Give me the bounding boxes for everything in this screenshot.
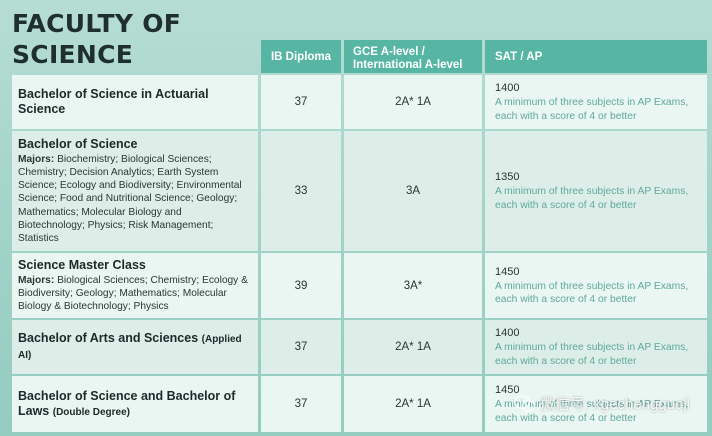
table-row-programme: Bachelor of Science in Actuarial Science bbox=[12, 75, 258, 129]
title-line-2: SCIENCE bbox=[12, 40, 134, 69]
programme-name: Bachelor of Science in Actuarial Science bbox=[18, 87, 209, 116]
sat-ap-requirement: 1450 A minimum of three subjects in AP E… bbox=[485, 253, 707, 318]
majors-label: Majors: bbox=[18, 274, 55, 286]
admission-table: IB Diploma GCE A-level / International A… bbox=[12, 40, 707, 432]
table-row-programme: Bachelor of Science and Bachelor of Laws… bbox=[12, 376, 258, 432]
ap-note: A minimum of three subjects in AP Exams,… bbox=[495, 97, 689, 122]
ap-note: A minimum of three subjects in AP Exams,… bbox=[495, 399, 689, 424]
programme-suffix: (Applied AI) bbox=[18, 334, 242, 361]
programme-name: Science Master Class bbox=[18, 257, 146, 272]
gce-requirement: 2A* 1A bbox=[344, 320, 482, 374]
header-sat-ap: SAT / AP bbox=[485, 40, 707, 73]
header-ib-diploma: IB Diploma bbox=[261, 40, 341, 73]
wechat-icon bbox=[513, 394, 536, 413]
sat-score: 1450 bbox=[495, 384, 520, 397]
sat-ap-requirement: 1350 A minimum of three subjects in AP E… bbox=[485, 131, 707, 251]
programme-suffix: (Double Degree) bbox=[52, 406, 130, 418]
majors-label: Majors: bbox=[18, 153, 55, 165]
ap-note: A minimum of three subjects in AP Exams,… bbox=[495, 186, 689, 211]
sat-ap-requirement: 1400 A minimum of three subjects in AP E… bbox=[485, 320, 707, 374]
ib-score: 37 bbox=[261, 320, 341, 374]
page-title: FACULTY OF SCIENCE bbox=[12, 8, 181, 70]
table-row-programme: Bachelor of Science Majors: Biochemistry… bbox=[12, 131, 258, 251]
majors-text: Biological Sciences; Chemistry; Ecology … bbox=[18, 274, 248, 313]
sat-score: 1400 bbox=[495, 327, 520, 340]
gce-requirement: 2A* 1A bbox=[344, 75, 482, 129]
majors-text: Biochemistry; Biological Sciences; Chemi… bbox=[18, 153, 242, 244]
majors-list: Majors: Biological Sciences; Chemistry; … bbox=[18, 274, 250, 314]
sat-score: 1400 bbox=[495, 82, 520, 95]
programme-name: Bachelor of Science and Bachelor of Laws bbox=[18, 388, 236, 418]
sat-score: 1450 bbox=[495, 265, 520, 278]
gce-requirement: 2A* 1A bbox=[344, 376, 482, 432]
title-line-1: FACULTY OF bbox=[12, 9, 182, 38]
ap-note: A minimum of three subjects in AP Exams,… bbox=[495, 280, 689, 305]
watermark: 微信号: xgechengguoji bbox=[513, 393, 690, 414]
sat-score: 1350 bbox=[495, 171, 520, 184]
sat-ap-requirement: 1400 A minimum of three subjects in AP E… bbox=[485, 75, 707, 129]
programme-name: Bachelor of Science bbox=[18, 136, 138, 151]
ib-score: 37 bbox=[261, 75, 341, 129]
ap-note: A minimum of three subjects in AP Exams,… bbox=[495, 342, 689, 367]
header-gce: GCE A-level / International A-level bbox=[344, 40, 482, 73]
sat-ap-requirement: 1450 A minimum of three subjects in AP E… bbox=[485, 376, 707, 432]
ib-score: 33 bbox=[261, 131, 341, 251]
majors-list: Majors: Biochemistry; Biological Science… bbox=[18, 153, 250, 245]
ib-score: 39 bbox=[261, 253, 341, 318]
gce-requirement: 3A* bbox=[344, 253, 482, 318]
watermark-text: 微信号: xgechengguoji bbox=[539, 396, 690, 413]
programme-name: Bachelor of Arts and Sciences bbox=[18, 331, 199, 345]
ib-score: 37 bbox=[261, 376, 341, 432]
table-row-programme: Bachelor of Arts and Sciences (Applied A… bbox=[12, 320, 258, 374]
header-blank bbox=[12, 40, 258, 73]
table-row-programme: Science Master Class Majors: Biological … bbox=[12, 253, 258, 318]
gce-requirement: 3A bbox=[344, 131, 482, 251]
